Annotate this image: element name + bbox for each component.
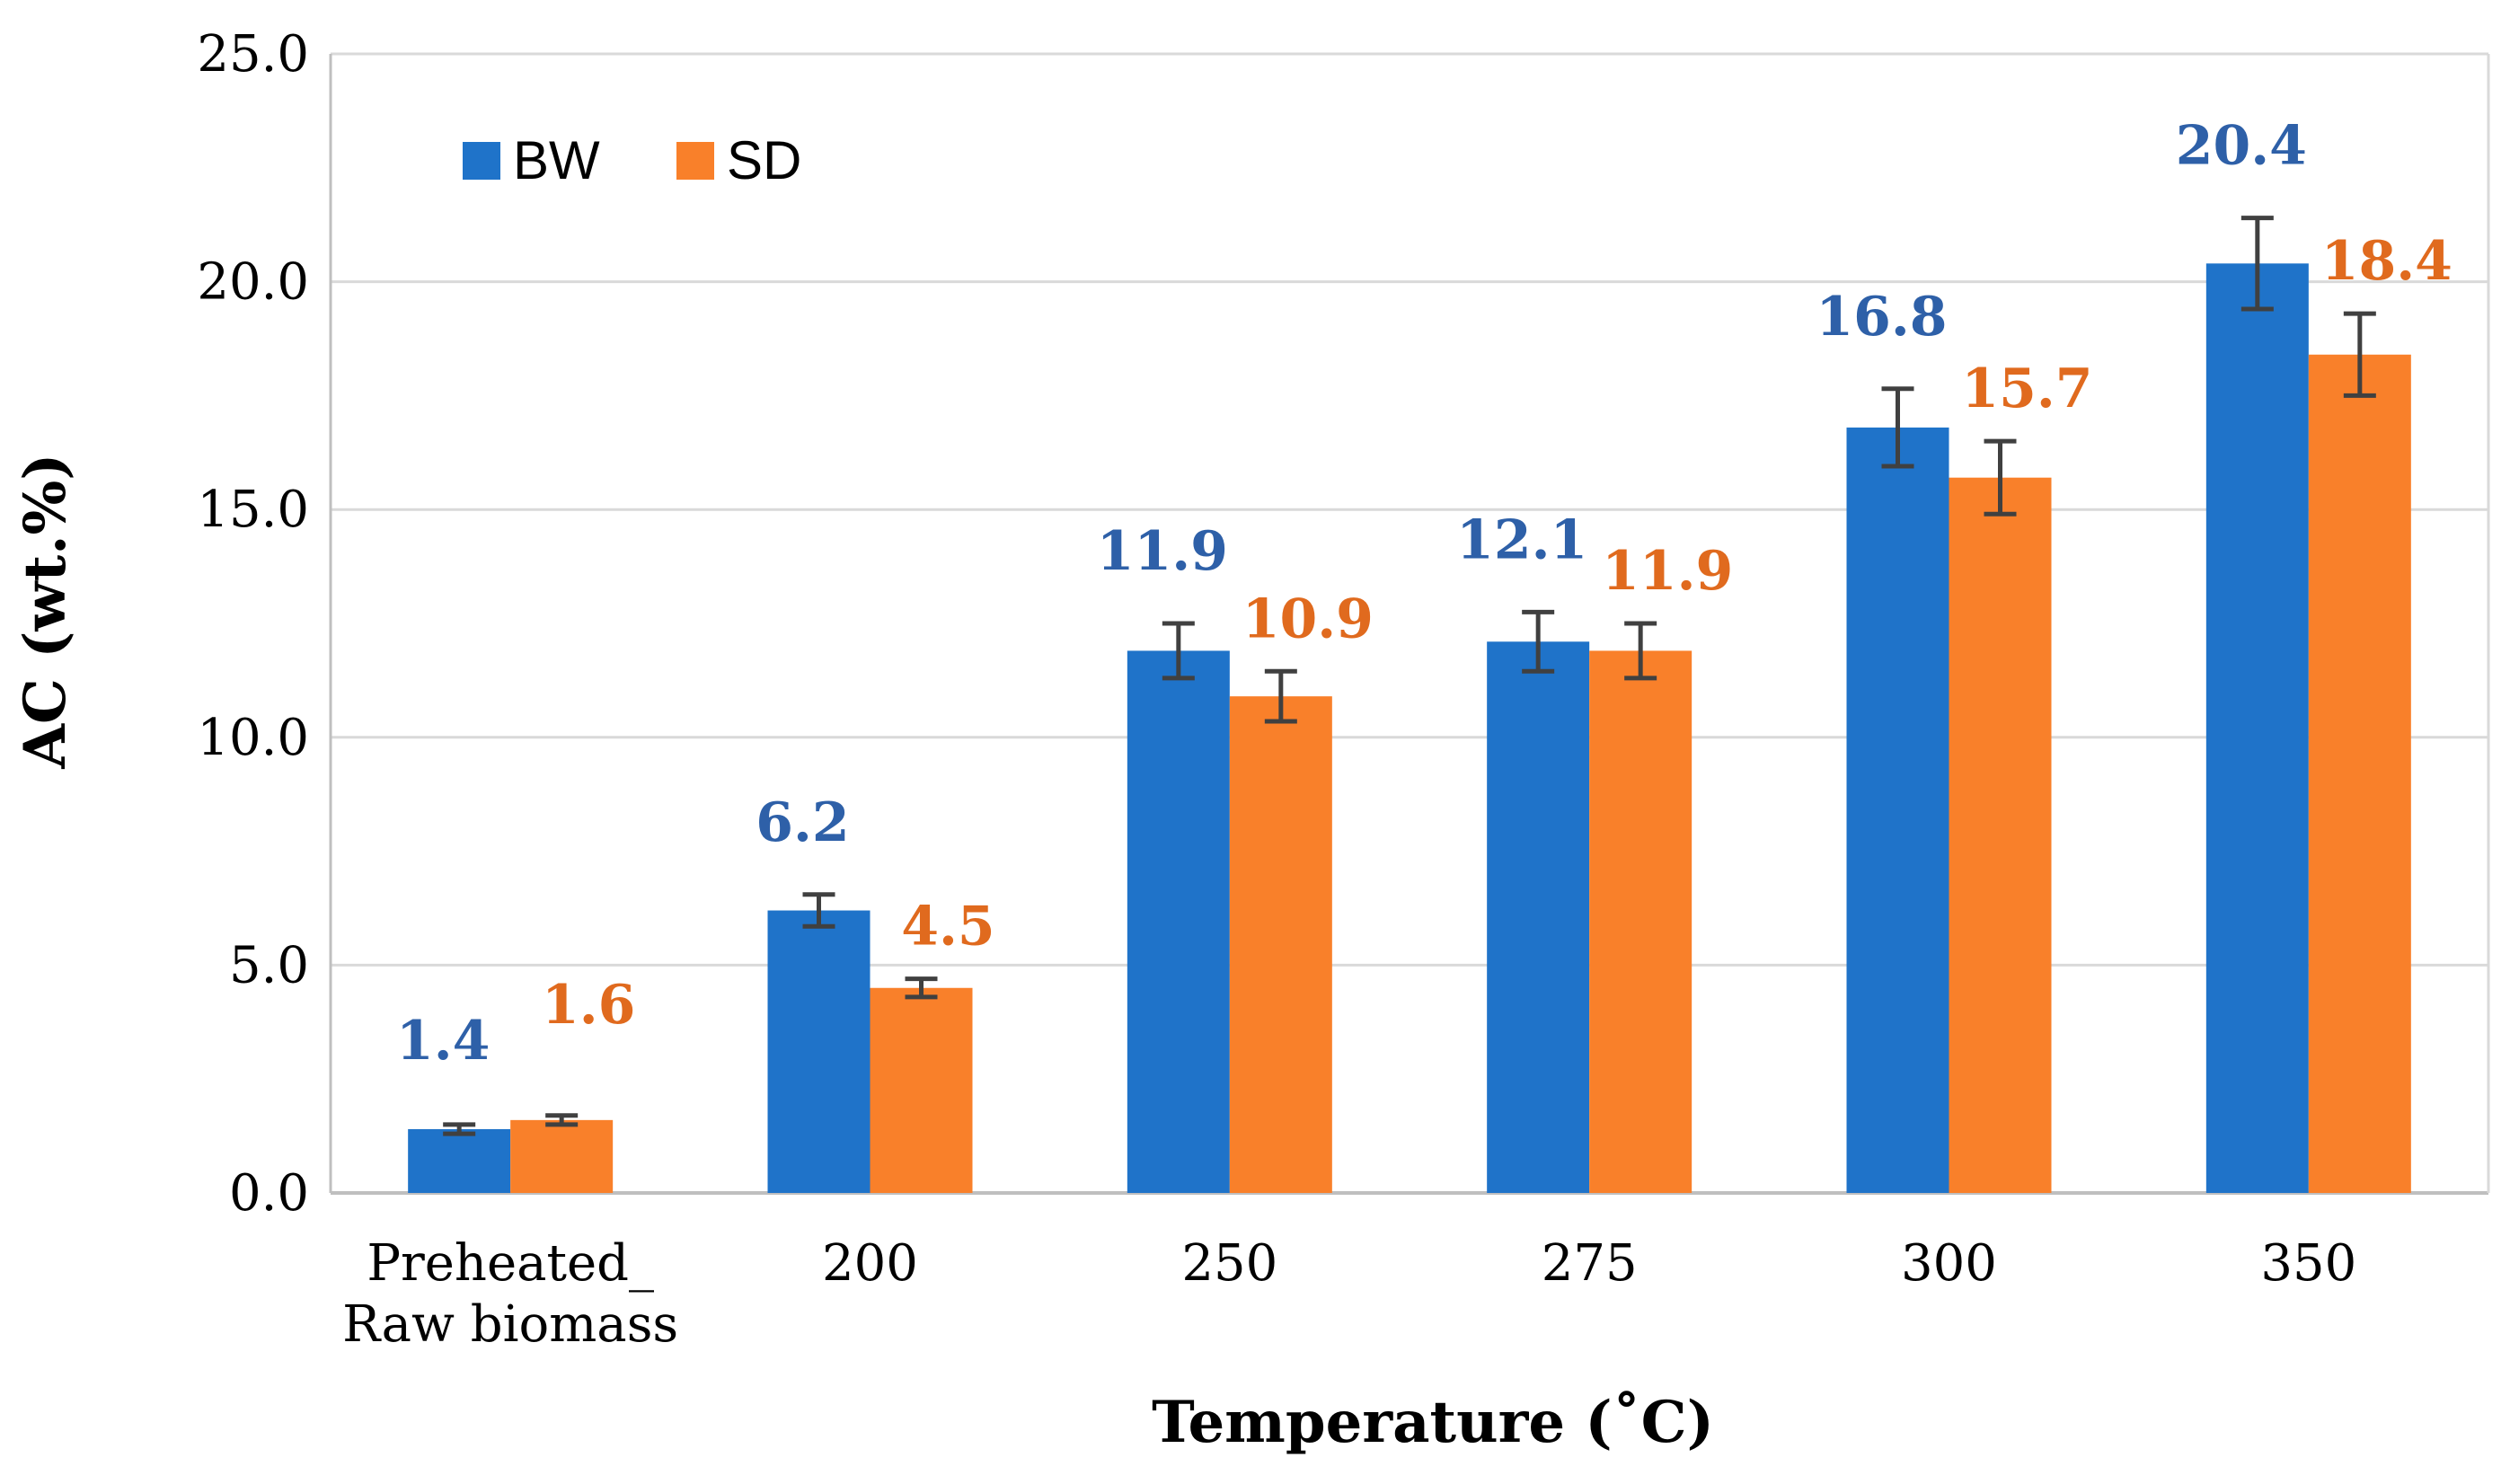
x-axis-ticks: Preheated_ Raw biomass 200 250 275 300 350	[342, 1234, 2356, 1354]
error-bar-sd-5	[2343, 311, 2376, 398]
x-tick-label: Preheated_ Raw biomass	[342, 1234, 678, 1354]
data-label-sd-0: 1.6	[542, 974, 635, 1037]
y-tick-label: 0.0	[229, 1164, 309, 1223]
bar-bw-1	[767, 910, 871, 1193]
error-bar-sd-0	[545, 1113, 579, 1127]
bars	[408, 263, 2411, 1193]
error-bar-bw-4	[1881, 386, 1914, 469]
y-tick-label: 20.0	[197, 253, 309, 312]
bar-bw-3	[1487, 641, 1590, 1193]
y-axis-ticks: 0.0 5.0 10.0 15.0 20.0 25.0	[197, 25, 309, 1223]
data-label-sd-1: 4.5	[901, 896, 994, 958]
legend: BW SD	[463, 130, 801, 190]
y-tick-label: 25.0	[197, 25, 309, 84]
data-label-sd-5: 18.4	[2321, 230, 2453, 293]
bar-sd-5	[2308, 354, 2411, 1193]
bar-sd-4	[1949, 477, 2052, 1193]
error-bar-bw-0	[443, 1122, 476, 1136]
y-axis-title: AC (wt.%)	[12, 453, 79, 769]
data-labels: 1.41.66.24.511.910.912.1 11.916.815.720.4…	[396, 115, 2453, 1073]
legend-item-sd: SD	[676, 130, 801, 190]
error-bar-sd-3	[1624, 621, 1657, 681]
error-bar-sd-4	[1984, 438, 2017, 517]
y-tick-label: 10.0	[197, 709, 309, 767]
data-label-bw-3: 12.1	[1456, 508, 1587, 571]
data-label-bw-2: 11.9	[1097, 520, 1228, 583]
legend-swatch	[676, 142, 714, 180]
data-label-bw-5: 20.4	[2176, 115, 2307, 178]
legend-swatch	[463, 142, 500, 180]
bar-sd-2	[1229, 696, 1332, 1193]
legend-label: SD	[727, 130, 801, 190]
data-label-sd-3: 11.9	[1602, 540, 1733, 603]
error-bar-sd-2	[1264, 668, 1297, 724]
error-bar-bw-5	[2240, 216, 2274, 312]
legend-item-bw: BW	[463, 130, 600, 190]
error-bar-bw-3	[1522, 609, 1555, 674]
bar-sd-1	[870, 987, 973, 1193]
legend-label: BW	[513, 130, 600, 190]
x-tick-label: 200	[822, 1234, 918, 1293]
error-bar-bw-2	[1162, 621, 1195, 681]
error-bar-sd-1	[905, 976, 938, 1000]
error-bar-bw-1	[802, 892, 835, 929]
grid-lines	[329, 52, 2490, 1195]
x-axis-title: Temperature (˚C)	[1152, 1389, 1714, 1456]
bar-bw-0	[408, 1128, 511, 1193]
error-bars	[443, 216, 2376, 1136]
data-label-bw-0: 1.4	[396, 1010, 490, 1073]
bar-bw-2	[1127, 650, 1230, 1193]
y-tick-label: 5.0	[229, 936, 309, 994]
data-label-bw-4: 16.8	[1816, 286, 1947, 349]
data-label-sd-2: 10.9	[1242, 587, 1374, 650]
x-tick-label: 300	[1901, 1234, 1997, 1293]
x-tick-label: 275	[1542, 1234, 1638, 1293]
bar-sd-0	[510, 1119, 614, 1193]
data-label-sd-4: 15.7	[1961, 358, 2092, 420]
bar-sd-3	[1589, 650, 1692, 1193]
x-tick-label: 350	[2260, 1234, 2356, 1293]
bar-bw-5	[2205, 263, 2309, 1193]
data-label-bw-1: 6.2	[756, 791, 849, 854]
bar-bw-4	[1846, 427, 1949, 1193]
y-tick-label: 15.0	[197, 481, 309, 539]
x-tick-label: 250	[1181, 1234, 1277, 1293]
